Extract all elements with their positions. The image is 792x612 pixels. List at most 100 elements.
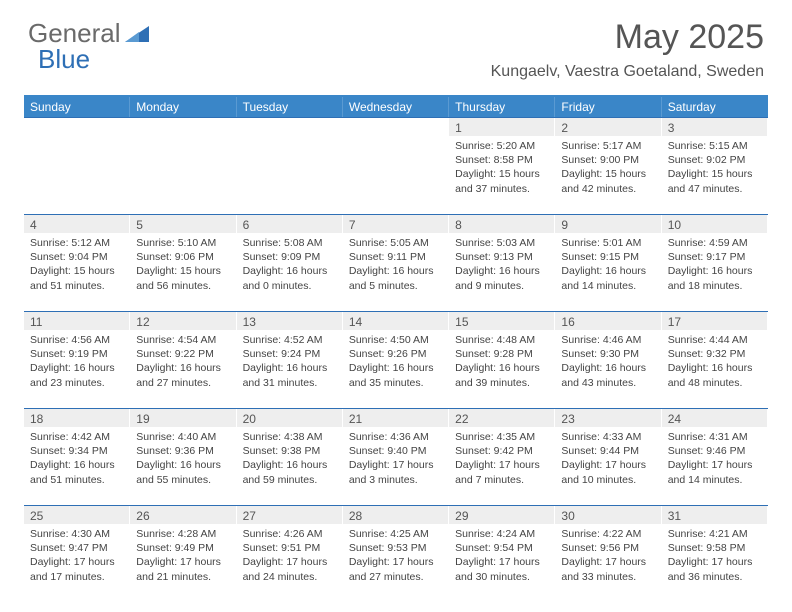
day-number: 6 [237,215,342,233]
day-number: 16 [555,312,660,330]
day-cell: 3Sunrise: 5:15 AMSunset: 9:02 PMDaylight… [662,118,768,214]
daylight-line: Daylight: 16 hours and 48 minutes. [668,361,761,389]
day-number: 27 [237,506,342,524]
day-cell: 2Sunrise: 5:17 AMSunset: 9:00 PMDaylight… [555,118,661,214]
day-body: Sunrise: 4:26 AMSunset: 9:51 PMDaylight:… [237,524,342,590]
daylight-line: Daylight: 16 hours and 55 minutes. [136,458,229,486]
day-cell: 27Sunrise: 4:26 AMSunset: 9:51 PMDayligh… [237,506,343,602]
daylight-line: Daylight: 17 hours and 17 minutes. [30,555,123,583]
day-body: Sunrise: 5:05 AMSunset: 9:11 PMDaylight:… [343,233,448,299]
sunrise-line: Sunrise: 4:40 AM [136,430,229,444]
daylight-line: Daylight: 16 hours and 9 minutes. [455,264,548,292]
day-body: Sunrise: 5:01 AMSunset: 9:15 PMDaylight:… [555,233,660,299]
day-cell: 1Sunrise: 5:20 AMSunset: 8:58 PMDaylight… [449,118,555,214]
daylight-line: Daylight: 16 hours and 5 minutes. [349,264,442,292]
day-number: 20 [237,409,342,427]
daylight-line: Daylight: 16 hours and 18 minutes. [668,264,761,292]
day-body: Sunrise: 4:59 AMSunset: 9:17 PMDaylight:… [662,233,767,299]
day-number: 25 [24,506,129,524]
calendar: SundayMondayTuesdayWednesdayThursdayFrid… [24,95,768,602]
day-body: Sunrise: 4:25 AMSunset: 9:53 PMDaylight:… [343,524,448,590]
daylight-line: Daylight: 17 hours and 24 minutes. [243,555,336,583]
week-row: 11Sunrise: 4:56 AMSunset: 9:19 PMDayligh… [24,311,768,408]
sunrise-line: Sunrise: 4:30 AM [30,527,123,541]
day-cell: 30Sunrise: 4:22 AMSunset: 9:56 PMDayligh… [555,506,661,602]
sunset-line: Sunset: 8:58 PM [455,153,548,167]
day-cell: 15Sunrise: 4:48 AMSunset: 9:28 PMDayligh… [449,312,555,408]
day-body: Sunrise: 5:15 AMSunset: 9:02 PMDaylight:… [662,136,767,202]
sunset-line: Sunset: 9:19 PM [30,347,123,361]
day-number: 17 [662,312,767,330]
day-cell: 22Sunrise: 4:35 AMSunset: 9:42 PMDayligh… [449,409,555,505]
day-cell: 14Sunrise: 4:50 AMSunset: 9:26 PMDayligh… [343,312,449,408]
day-number: 18 [24,409,129,427]
day-body: Sunrise: 4:28 AMSunset: 9:49 PMDaylight:… [130,524,235,590]
dow-thursday: Thursday [449,97,555,117]
daylight-line: Daylight: 16 hours and 14 minutes. [561,264,654,292]
day-body: Sunrise: 4:22 AMSunset: 9:56 PMDaylight:… [555,524,660,590]
day-number [343,118,448,136]
sunrise-line: Sunrise: 4:28 AM [136,527,229,541]
sunset-line: Sunset: 9:56 PM [561,541,654,555]
sunset-line: Sunset: 9:13 PM [455,250,548,264]
week-row: 4Sunrise: 5:12 AMSunset: 9:04 PMDaylight… [24,214,768,311]
dow-row: SundayMondayTuesdayWednesdayThursdayFrid… [24,97,768,117]
daylight-line: Daylight: 15 hours and 37 minutes. [455,167,548,195]
day-cell: 4Sunrise: 5:12 AMSunset: 9:04 PMDaylight… [24,215,130,311]
day-body: Sunrise: 5:17 AMSunset: 9:00 PMDaylight:… [555,136,660,202]
daylight-line: Daylight: 16 hours and 43 minutes. [561,361,654,389]
sunrise-line: Sunrise: 4:33 AM [561,430,654,444]
empty-cell [24,118,130,214]
dow-tuesday: Tuesday [237,97,343,117]
day-body: Sunrise: 4:46 AMSunset: 9:30 PMDaylight:… [555,330,660,396]
week-row: 25Sunrise: 4:30 AMSunset: 9:47 PMDayligh… [24,505,768,602]
sunrise-line: Sunrise: 4:56 AM [30,333,123,347]
day-number: 5 [130,215,235,233]
day-cell: 16Sunrise: 4:46 AMSunset: 9:30 PMDayligh… [555,312,661,408]
sunrise-line: Sunrise: 5:03 AM [455,236,548,250]
sunset-line: Sunset: 9:38 PM [243,444,336,458]
sunrise-line: Sunrise: 5:08 AM [243,236,336,250]
sunrise-line: Sunrise: 4:46 AM [561,333,654,347]
dow-friday: Friday [555,97,661,117]
dow-wednesday: Wednesday [343,97,449,117]
daylight-line: Daylight: 16 hours and 35 minutes. [349,361,442,389]
sunset-line: Sunset: 9:11 PM [349,250,442,264]
day-cell: 20Sunrise: 4:38 AMSunset: 9:38 PMDayligh… [237,409,343,505]
day-cell: 21Sunrise: 4:36 AMSunset: 9:40 PMDayligh… [343,409,449,505]
day-body: Sunrise: 4:42 AMSunset: 9:34 PMDaylight:… [24,427,129,493]
day-number: 8 [449,215,554,233]
sunrise-line: Sunrise: 4:24 AM [455,527,548,541]
sunrise-line: Sunrise: 5:10 AM [136,236,229,250]
sunset-line: Sunset: 9:36 PM [136,444,229,458]
day-number: 19 [130,409,235,427]
sunrise-line: Sunrise: 4:54 AM [136,333,229,347]
day-body: Sunrise: 5:20 AMSunset: 8:58 PMDaylight:… [449,136,554,202]
day-cell: 11Sunrise: 4:56 AMSunset: 9:19 PMDayligh… [24,312,130,408]
day-number: 29 [449,506,554,524]
day-number: 14 [343,312,448,330]
day-cell: 23Sunrise: 4:33 AMSunset: 9:44 PMDayligh… [555,409,661,505]
day-cell: 12Sunrise: 4:54 AMSunset: 9:22 PMDayligh… [130,312,236,408]
day-number: 30 [555,506,660,524]
sunset-line: Sunset: 9:28 PM [455,347,548,361]
daylight-line: Daylight: 16 hours and 0 minutes. [243,264,336,292]
sunrise-line: Sunrise: 5:15 AM [668,139,761,153]
sunset-line: Sunset: 9:34 PM [30,444,123,458]
daylight-line: Daylight: 16 hours and 59 minutes. [243,458,336,486]
day-body: Sunrise: 4:56 AMSunset: 9:19 PMDaylight:… [24,330,129,396]
empty-cell [237,118,343,214]
daylight-line: Daylight: 16 hours and 23 minutes. [30,361,123,389]
day-body: Sunrise: 4:44 AMSunset: 9:32 PMDaylight:… [662,330,767,396]
day-body: Sunrise: 4:21 AMSunset: 9:58 PMDaylight:… [662,524,767,590]
sunrise-line: Sunrise: 5:20 AM [455,139,548,153]
daylight-line: Daylight: 15 hours and 47 minutes. [668,167,761,195]
sunrise-line: Sunrise: 4:50 AM [349,333,442,347]
sunset-line: Sunset: 9:49 PM [136,541,229,555]
day-number: 12 [130,312,235,330]
title-block: May 2025 Kungaelv, Vaestra Goetaland, Sw… [491,18,764,81]
day-cell: 25Sunrise: 4:30 AMSunset: 9:47 PMDayligh… [24,506,130,602]
day-body: Sunrise: 4:50 AMSunset: 9:26 PMDaylight:… [343,330,448,396]
day-cell: 10Sunrise: 4:59 AMSunset: 9:17 PMDayligh… [662,215,768,311]
sunset-line: Sunset: 9:40 PM [349,444,442,458]
